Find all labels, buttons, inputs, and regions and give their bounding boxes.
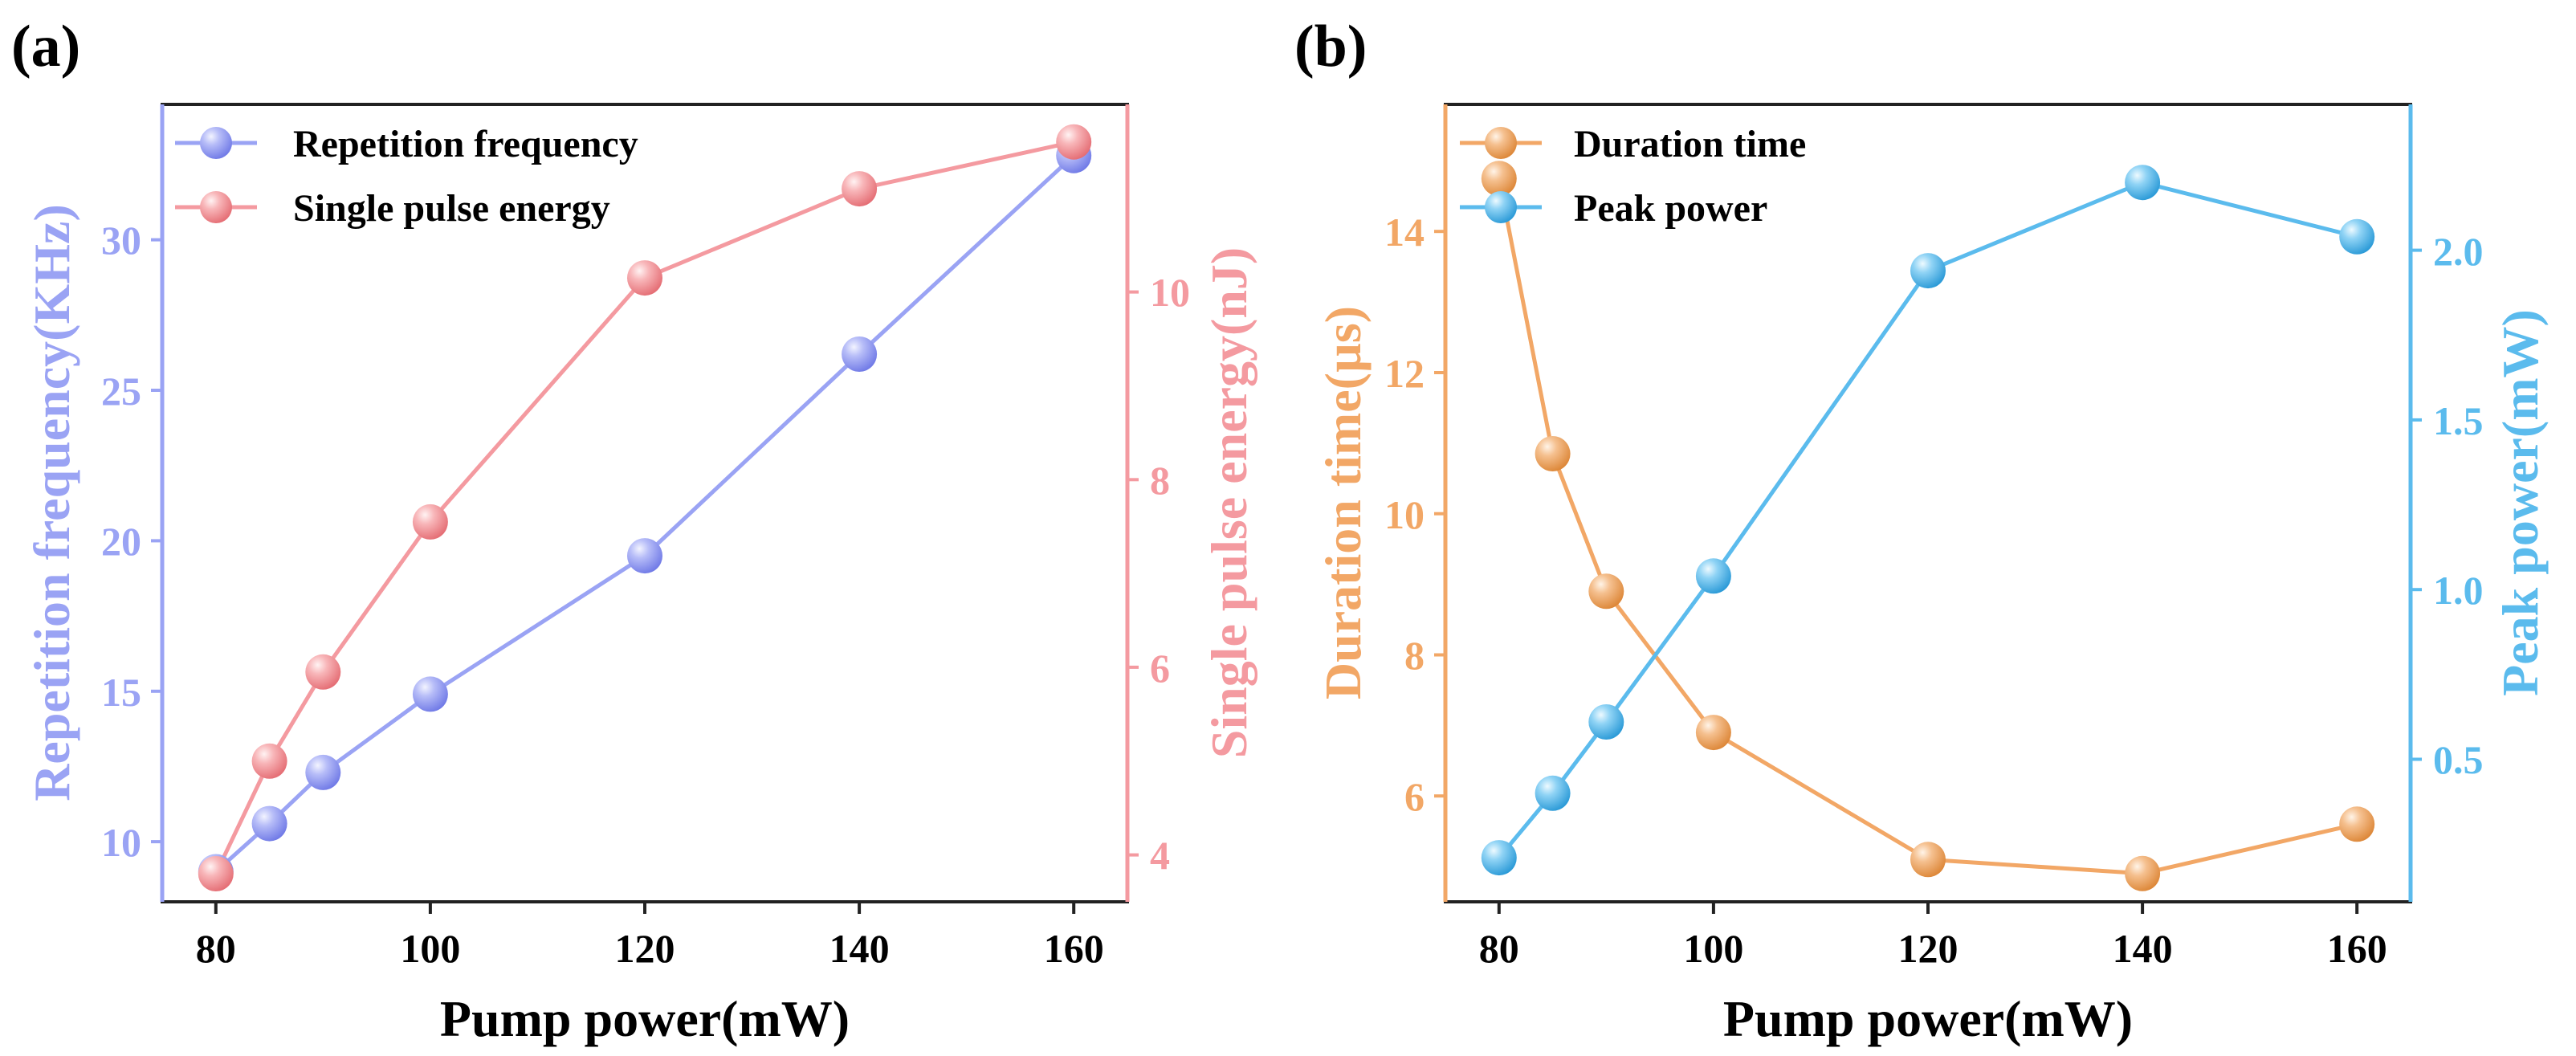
repetition-frequency-point: [305, 754, 341, 790]
panel-b: (b) 80 100 120 140 160 6: [1294, 14, 2549, 1047]
repetition-frequency-point: [842, 336, 878, 372]
legend-item-single-pulse-energy: Single pulse energy: [175, 187, 610, 230]
left-y-axis-title-a: Repetition frequency(KHz): [23, 204, 80, 801]
left-y-axis-title-b: Duration time(µs): [1314, 306, 1372, 699]
y-tick-label: 12: [1384, 351, 1425, 396]
y-tick-label: 30: [101, 218, 141, 263]
y-tick-label: 6: [1404, 774, 1425, 819]
legend-a: Repetition frequency Single pulse energy: [175, 123, 638, 230]
legend-label: Single pulse energy: [293, 187, 610, 230]
single-pulse-energy-point: [198, 856, 234, 891]
x-tick-label: 100: [400, 926, 460, 971]
y-tick-label: 10: [1150, 270, 1190, 315]
y-tick-label: 14: [1384, 210, 1425, 255]
legend-b: Duration time Peak power: [1460, 123, 1806, 230]
repetition-frequency-points: [198, 137, 1092, 890]
peak-power-point: [1588, 704, 1624, 740]
peak-power-point: [1695, 558, 1731, 594]
single-pulse-energy-point: [842, 171, 878, 207]
x-axis-title-b: Pump power(mW): [1723, 990, 2133, 1047]
single-pulse-energy-point: [305, 654, 341, 690]
x-axis-ticks-a: 80 100 120 140 160: [196, 902, 1104, 971]
y-tick-label: 15: [101, 670, 141, 715]
legend-marker: [1485, 127, 1517, 159]
single-pulse-energy-point: [412, 504, 448, 540]
x-tick-label: 100: [1683, 926, 1743, 971]
right-y-axis-title-b: Peak power(mW): [2492, 309, 2549, 696]
panel-a: (a) 80 100 120 140 160 10: [11, 14, 1257, 1047]
single-pulse-energy-point: [251, 743, 287, 779]
right-y-axis-ticks-a: 4 6 8 10: [1127, 270, 1190, 878]
legend-label: Duration time: [1574, 123, 1806, 165]
panel-label-b: (b): [1294, 14, 1367, 80]
legend-marker: [1485, 191, 1517, 223]
y-tick-label: 10: [1384, 492, 1425, 537]
peak-power-point: [2125, 165, 2161, 201]
x-tick-label: 140: [2113, 926, 2173, 971]
y-tick-label: 6: [1150, 646, 1170, 691]
y-tick-label: 2.0: [2433, 229, 2484, 274]
panel-label-a: (a): [11, 14, 80, 80]
y-tick-label: 1.5: [2433, 398, 2484, 443]
x-axis-title-a: Pump power(mW): [440, 990, 850, 1047]
legend-label: Peak power: [1574, 187, 1767, 230]
x-tick-label: 120: [1898, 926, 1958, 971]
legend-marker: [200, 127, 232, 159]
single-pulse-energy-point: [627, 260, 662, 296]
duration-time-point: [2339, 806, 2375, 842]
x-tick-label: 160: [1044, 926, 1104, 971]
right-y-axis-title-a: Single pulse energy(nJ): [1200, 247, 1257, 758]
peak-power-point: [1910, 253, 1946, 289]
repetition-frequency-point: [412, 676, 448, 712]
repetition-frequency-point: [627, 538, 662, 574]
y-tick-label: 20: [101, 519, 141, 564]
single-pulse-energy-line: [214, 140, 1074, 875]
y-tick-label: 10: [101, 820, 141, 865]
single-pulse-energy-points: [198, 124, 1092, 891]
repetition-frequency-point: [251, 805, 287, 842]
y-tick-label: 25: [101, 369, 141, 414]
left-y-axis-ticks-a: 10 15 20 25 30: [101, 218, 162, 865]
duration-time-point: [1910, 842, 1946, 878]
peak-power-points: [1481, 165, 2375, 876]
x-tick-label: 140: [829, 926, 890, 971]
x-tick-label: 120: [615, 926, 675, 971]
single-pulse-energy-point: [1056, 124, 1092, 160]
peak-power-point: [1481, 840, 1517, 876]
left-y-axis-ticks-b: 6 8 10 12 14: [1384, 210, 1445, 819]
x-tick-label: 160: [2327, 926, 2387, 971]
series-lines-a: [214, 140, 1075, 875]
right-y-axis-ticks-b: 0.5 1.0 1.5 2.0: [2411, 229, 2484, 782]
legend-marker: [200, 191, 232, 223]
x-axis-ticks-b: 80 100 120 140 160: [1479, 902, 2387, 971]
legend-item-duration-time: Duration time: [1460, 123, 1806, 165]
y-tick-label: 0.5: [2433, 737, 2484, 782]
duration-time-point: [1588, 573, 1624, 610]
peak-power-point: [2339, 218, 2375, 255]
legend-item-repetition-frequency: Repetition frequency: [175, 123, 638, 165]
y-tick-label: 4: [1150, 833, 1170, 878]
legend-label: Repetition frequency: [293, 123, 638, 165]
peak-power-point: [1535, 775, 1571, 811]
y-tick-label: 8: [1404, 633, 1425, 678]
x-tick-label: 80: [196, 926, 236, 971]
duration-time-point: [1695, 715, 1731, 751]
y-tick-label: 8: [1150, 458, 1170, 503]
duration-time-point: [1481, 161, 1517, 197]
y-tick-label: 1.0: [2433, 568, 2484, 613]
duration-time-point: [2125, 855, 2161, 891]
x-tick-label: 80: [1479, 926, 1519, 971]
legend-item-peak-power: Peak power: [1460, 187, 1767, 230]
duration-time-point: [1535, 436, 1571, 471]
duration-time-points: [1481, 161, 2375, 891]
